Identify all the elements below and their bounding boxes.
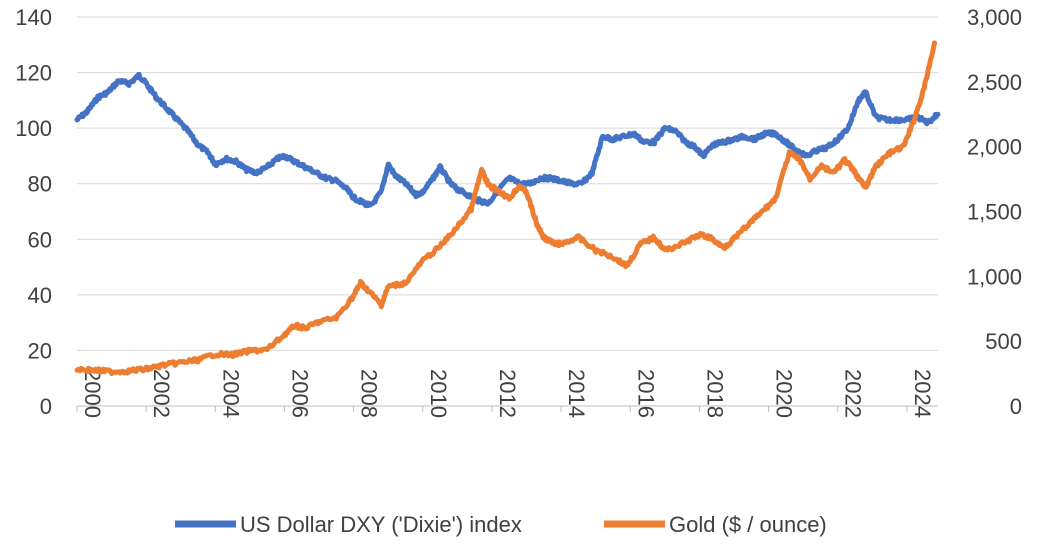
x-tick-labels: 2000 2002 2004 2006 2008 2010 2012 2014 2016 2018… <box>76 369 935 418</box>
legend: US Dollar DXY ('Dixie') index Gold ($ / … <box>175 512 827 537</box>
legend-label-dxy: US Dollar DXY ('Dixie') index <box>240 512 522 537</box>
legend-label-gold: Gold ($ / ounce) <box>669 512 827 537</box>
x-tick-label: 2020 <box>772 369 797 418</box>
left-y-tick-label: 0 <box>40 394 52 419</box>
x-tick-label: 2016 <box>633 369 658 418</box>
right-y-tick-label: 3,000 <box>967 5 1022 30</box>
right-y-tick-label: 500 <box>985 329 1022 354</box>
x-tick-label: 2010 <box>426 369 451 418</box>
right-y-tick-labels: 0 500 1,000 1,500 2,000 2,500 3,000 <box>967 5 1022 419</box>
right-y-tick-label: 2,500 <box>967 70 1022 95</box>
x-tick-label: 2018 <box>702 369 727 418</box>
x-tick-label: 2022 <box>841 369 866 418</box>
right-y-tick-label: 1,000 <box>967 264 1022 289</box>
left-y-tick-label: 140 <box>15 5 52 30</box>
x-tick-label: 2014 <box>564 369 589 418</box>
left-y-tick-labels: 0 20 40 60 80 100 120 140 <box>15 5 52 419</box>
x-tick-label: 2012 <box>495 369 520 418</box>
gridlines <box>77 16 938 351</box>
x-tick-label: 2000 <box>80 369 105 418</box>
x-tick-label: 2024 <box>910 369 935 418</box>
left-y-tick-label: 40 <box>28 283 52 308</box>
left-y-tick-label: 100 <box>15 116 52 141</box>
left-y-tick-label: 120 <box>15 61 52 86</box>
x-tick-label: 2006 <box>287 369 312 418</box>
right-y-tick-label: 1,500 <box>967 200 1022 225</box>
left-y-tick-label: 60 <box>28 227 52 252</box>
right-y-tick-label: 2,000 <box>967 135 1022 160</box>
series-line-dxy <box>74 71 941 209</box>
x-tick-label: 2004 <box>218 369 243 418</box>
series-lines <box>74 40 941 377</box>
left-y-tick-label: 20 <box>28 338 52 363</box>
series-line-gold <box>74 40 937 377</box>
right-y-tick-label: 0 <box>1010 394 1022 419</box>
x-tick-label: 2002 <box>149 369 174 418</box>
x-tick-label: 2008 <box>357 369 382 418</box>
left-y-tick-label: 80 <box>28 172 52 197</box>
